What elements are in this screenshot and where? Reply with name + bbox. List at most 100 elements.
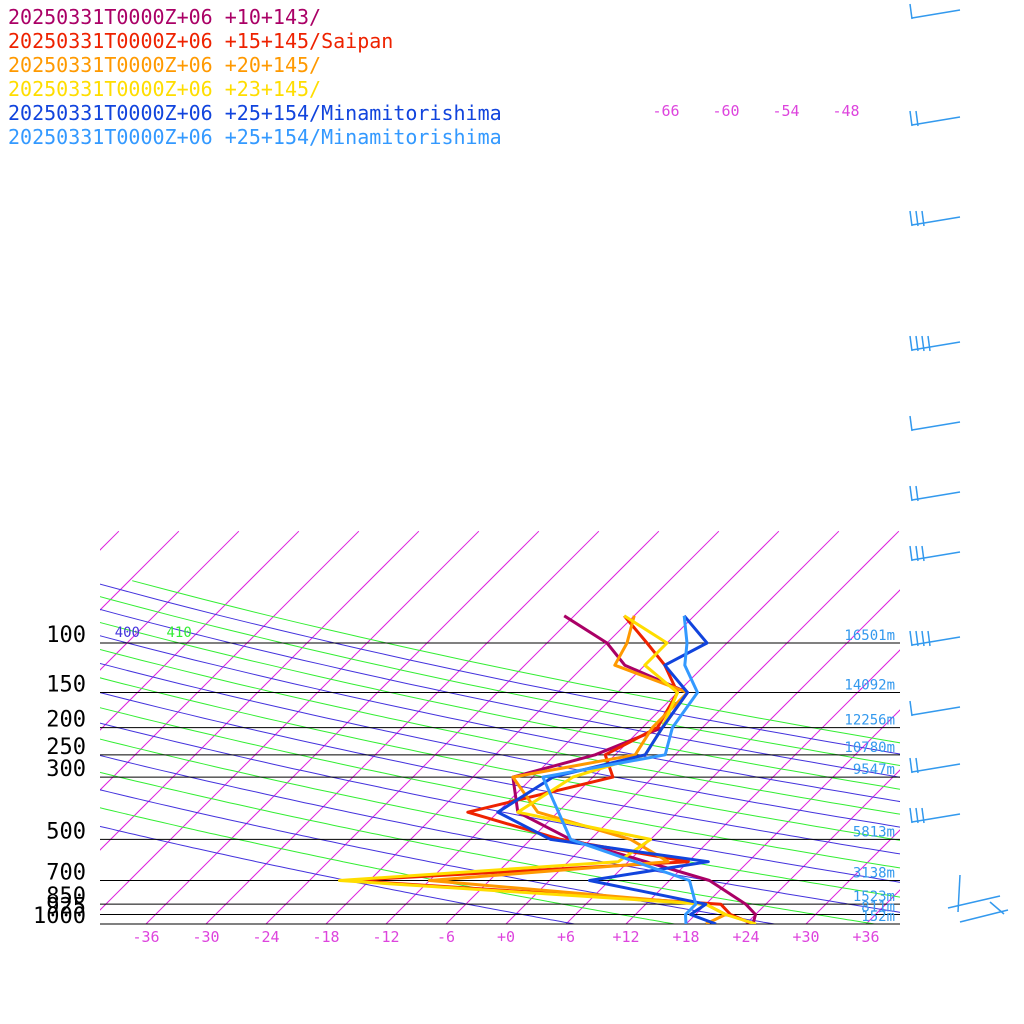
wind-barb-staff	[911, 491, 961, 501]
wind-barb-flag	[909, 415, 913, 432]
dry-adiabat-410	[100, 621, 900, 790]
wind-barb-flag	[921, 210, 925, 227]
wind-barb-flag	[909, 757, 913, 774]
wind-barb-staff	[911, 116, 961, 126]
wind-barb-flag	[909, 335, 913, 352]
temperature-tick-label: +18	[672, 928, 699, 946]
height-label: 9547m	[853, 762, 895, 778]
sounding-series	[338, 614, 757, 924]
temperature-tick-label: -36	[132, 928, 159, 946]
wind-barb	[909, 700, 961, 717]
wind-barb-staff	[911, 341, 961, 351]
surface-wind-barb	[947, 874, 1009, 923]
temperature-tick-label: -12	[372, 928, 399, 946]
dry-adiabat-390	[100, 648, 900, 815]
legend-entry-3: 20250331T0000Z+06 +20+145/	[8, 53, 321, 77]
temperature-tick-label: +0	[497, 928, 515, 946]
dry-adiabat-360	[100, 692, 900, 855]
wind-barb	[909, 335, 961, 352]
isotherm-line	[100, 530, 180, 611]
dry-adiabat-430	[100, 596, 900, 767]
wind-barb	[909, 3, 961, 20]
wind-barb-flag	[927, 335, 931, 352]
dry-adiabat-450	[132, 580, 900, 744]
wind-barb-flag	[915, 210, 919, 227]
wind-barb-flag	[909, 110, 913, 127]
legend-entry-2: 20250331T0000Z+06 +15+145/Saipan	[8, 29, 393, 53]
wind-barb-flag	[909, 210, 913, 227]
height-label: 14092m	[844, 677, 895, 693]
temperature-tick-label: +30	[792, 928, 819, 946]
wind-barb	[909, 545, 961, 562]
temperature-tick-label: -30	[192, 928, 219, 946]
upper-temperature-tick-label: -60	[712, 102, 739, 120]
wind-barb-flag	[921, 807, 925, 824]
pressure-label-200: 200	[46, 708, 86, 733]
wind-barb-staff	[911, 421, 961, 431]
pressure-label-300: 300	[46, 757, 86, 782]
wind-barb-flag	[921, 545, 925, 562]
dry-adiabat-300	[100, 789, 778, 924]
wind-barb-flag	[915, 630, 919, 647]
pressure-label-700: 700	[46, 860, 86, 885]
theta-label: 400	[115, 625, 140, 641]
wind-barb-staff	[911, 763, 961, 773]
sounding-line-6	[541, 615, 699, 924]
height-label: 5813m	[853, 824, 895, 840]
dry-adiabat-310	[100, 771, 878, 924]
upper-temperature-tick-label: -48	[832, 102, 859, 120]
wind-barb-flag	[915, 757, 919, 774]
wind-barb-flag	[921, 335, 925, 352]
surface-wind-staff	[957, 874, 961, 913]
wind-barb-flag	[909, 700, 913, 717]
wind-barb	[909, 485, 961, 502]
wind-barb-flag	[909, 807, 913, 824]
wind-barb	[909, 757, 961, 774]
wind-barb	[909, 630, 961, 647]
pressure-label-925: 925	[46, 894, 86, 919]
upper-temperature-tick-label: -66	[652, 102, 679, 120]
legend-entry-6: 20250331T0000Z+06 +25+154/Minamitorishim…	[8, 125, 502, 149]
dry-adiabat-350	[100, 707, 900, 869]
wind-barb-flag	[909, 485, 913, 502]
height-label: 10780m	[844, 740, 895, 756]
pressure-label-850: 850	[46, 884, 86, 909]
wind-barb-flag	[927, 630, 931, 647]
wind-barb-flag	[915, 335, 919, 352]
pressure-label-100: 100	[46, 623, 86, 648]
dry-adiabat-340	[100, 722, 900, 883]
sounding-line-5	[496, 614, 717, 924]
pressure-label-1000: 1000	[33, 904, 86, 929]
dry-adiabat-320	[100, 754, 900, 913]
dry-adiabat-290	[100, 807, 678, 924]
height-label: 811m	[861, 899, 895, 915]
height-label: 16501m	[844, 628, 895, 644]
wind-barb-flag	[915, 545, 919, 562]
wind-barb-flag	[921, 630, 925, 647]
wind-barb-staff	[911, 551, 961, 561]
wind-barb-flag	[915, 485, 919, 502]
wind-barb	[909, 210, 961, 227]
temperature-tick-label: +24	[732, 928, 759, 946]
isotherm-line	[100, 530, 240, 671]
isobar-lines	[100, 642, 900, 925]
dry-adiabat-lines	[100, 580, 900, 924]
wind-barb-staff	[911, 216, 961, 226]
isotherm-line	[986, 531, 1024, 924]
temperature-tick-label: +6	[557, 928, 575, 946]
height-label: 152m	[861, 909, 895, 925]
legend-entry-4: 20250331T0000Z+06 +23+145/	[8, 77, 321, 101]
dry-adiabat-280	[100, 825, 578, 924]
dry-adiabat-380	[100, 662, 900, 828]
wind-barb	[909, 807, 961, 824]
temperature-tick-label: -6	[437, 928, 455, 946]
upper-temperature-tick-label: -54	[772, 102, 799, 120]
wind-barb-flag	[909, 545, 913, 562]
legend-entry-1: 20250331T0000Z+06 +10+143/	[8, 5, 321, 29]
legend-entry-5: 20250331T0000Z+06 +25+154/Minamitorishim…	[8, 101, 502, 125]
isotherm-line	[745, 769, 900, 924]
surface-wind-staff	[959, 909, 1009, 923]
temperature-tick-label: -24	[252, 928, 279, 946]
